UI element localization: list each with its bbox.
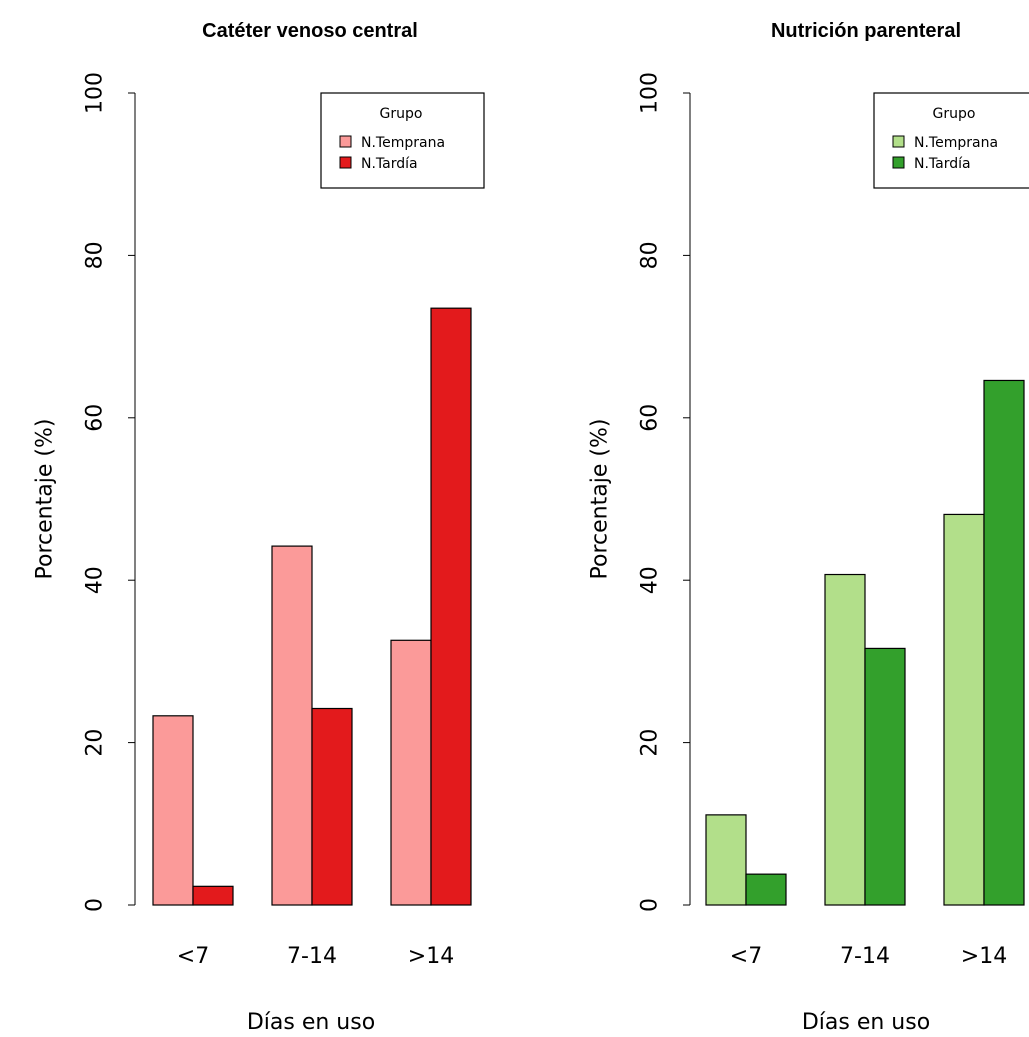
legend-title: Grupo	[933, 106, 976, 122]
x-axis-label: Días en uso	[247, 1010, 375, 1035]
bar-n-tard-a-3	[430, 307, 472, 906]
y-tick-label: 0	[83, 898, 108, 912]
y-tick-label: 80	[638, 241, 663, 269]
x-tick-label: <7	[730, 944, 762, 969]
legend-item-label: N.Temprana	[914, 135, 998, 151]
legend-swatch	[339, 156, 352, 169]
bar-n-temprana-2	[824, 573, 866, 906]
legend-swatch	[892, 135, 905, 148]
legend-item-label: N.Tardía	[914, 156, 971, 172]
bar-n-temprana-3	[390, 639, 432, 906]
y-tick-label: 60	[638, 404, 663, 432]
y-axis-label: Porcentaje (%)	[33, 419, 58, 580]
bar-n-tard-a-3	[983, 379, 1025, 906]
y-tick-label: 20	[83, 729, 108, 757]
bar-n-tard-a-1	[745, 873, 787, 906]
y-tick-label: 20	[638, 729, 663, 757]
bar-n-tard-a-2	[311, 707, 353, 906]
y-tick-label: 100	[83, 72, 108, 114]
y-tick-label: 100	[638, 72, 663, 114]
legend-item-label: N.Tardía	[361, 156, 418, 172]
legend: Grupo N.Temprana N.Tardía	[873, 92, 1029, 189]
chart-title: Catéter venoso central	[202, 20, 418, 42]
x-tick-label: 7-14	[840, 944, 890, 969]
y-tick-label: 60	[83, 404, 108, 432]
legend-swatch	[339, 135, 352, 148]
bar-n-tard-a-1	[192, 885, 234, 906]
chart-panel-2: Nutrición parenteral 0 20 40 60 80 100 Porcenta…	[588, 20, 1029, 1035]
bar-n-temprana-3	[943, 513, 985, 906]
x-axis-label: Días en uso	[802, 1010, 930, 1035]
x-tick-label: <7	[177, 944, 209, 969]
y-axis-label: Porcentaje (%)	[588, 419, 613, 580]
x-tick-label: >14	[408, 944, 454, 969]
x-tick-label: >14	[961, 944, 1007, 969]
chart-panel-1: Catéter venoso central 0 20 40 60 80 100 Porcen…	[33, 20, 485, 1035]
bar-n-temprana-1	[152, 715, 194, 906]
legend-item-label: N.Temprana	[361, 135, 445, 151]
y-tick-label: 40	[638, 566, 663, 594]
legend: Grupo N.Temprana N.Tardía	[320, 92, 485, 189]
legend-title: Grupo	[380, 106, 423, 122]
y-tick-label: 40	[83, 566, 108, 594]
bar-n-temprana-2	[271, 545, 313, 906]
y-tick-label: 80	[83, 241, 108, 269]
bar-n-temprana-1	[705, 814, 747, 906]
legend-swatch	[892, 156, 905, 169]
x-tick-label: 7-14	[287, 944, 337, 969]
legend-box	[320, 92, 485, 189]
chart-title: Nutrición parenteral	[771, 20, 961, 42]
bar-n-tard-a-2	[864, 647, 906, 906]
y-tick-label: 0	[638, 898, 663, 912]
